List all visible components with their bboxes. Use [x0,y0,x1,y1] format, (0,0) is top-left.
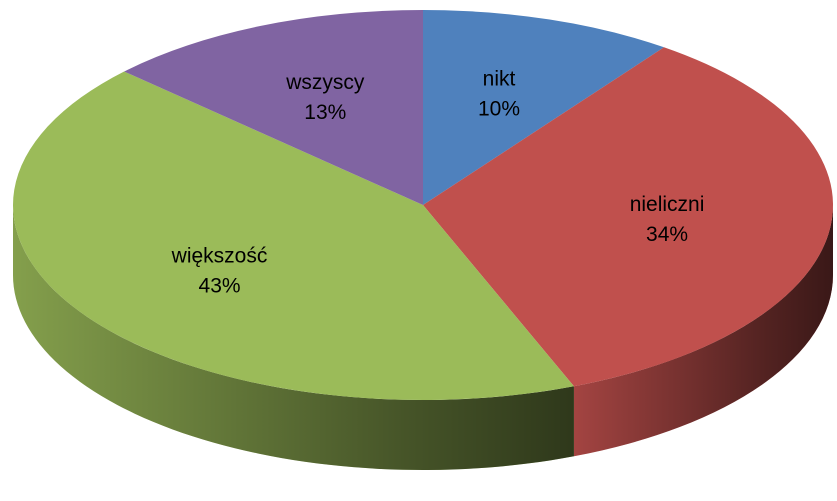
side-shade [573,205,833,457]
slice-label: większość [171,244,268,267]
slice-value-label: 43% [199,274,241,297]
slice [12,71,574,401]
slice [423,10,664,205]
slice-label: wszyscy [285,71,365,94]
slice [423,47,833,387]
slice-label: nieliczni [630,193,705,216]
slice [124,10,423,205]
slice-value-label: 13% [304,101,346,124]
side-shade [13,205,574,471]
slice-value-label: 34% [646,223,688,246]
slice-label: nikt [483,67,516,90]
slice-value-label: 10% [478,97,520,120]
